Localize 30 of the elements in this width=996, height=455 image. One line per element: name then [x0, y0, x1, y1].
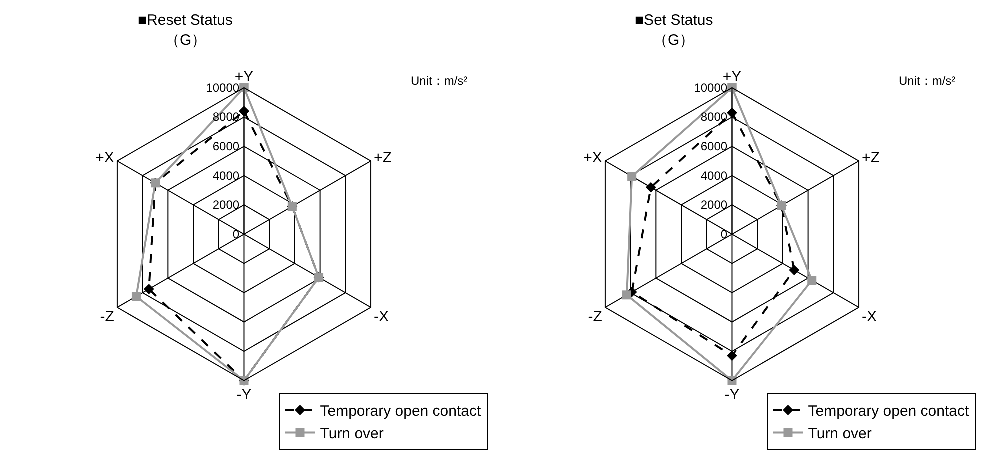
chart-title: ■Set Status [635, 12, 714, 29]
y-tick-label: 4000 [700, 168, 728, 183]
y-tick-label: 0 [232, 227, 240, 242]
spoke-label: -Z [588, 308, 602, 326]
y-tick-label: 4000 [212, 168, 240, 183]
spoke-label: -X [374, 308, 390, 326]
y-tick-label: 10000 [206, 80, 240, 95]
y-tick-label: 8000 [700, 110, 728, 124]
spoke-label: -Z [100, 308, 114, 326]
y-tick-label: 6000 [700, 139, 728, 154]
y-tick-label: 2000 [700, 198, 728, 212]
chart-subtitle: （G） [165, 32, 207, 49]
spoke-label: -X [862, 308, 878, 326]
y-tick-label: 6000 [212, 139, 240, 154]
chart-subtitle: （G） [653, 32, 695, 49]
text: Unit：m/s² [899, 74, 956, 88]
spoke-label: +X [96, 149, 114, 166]
legend-label: Temporary open contact [320, 403, 482, 420]
chart-title: ■Reset Status [138, 12, 233, 29]
y-tick-label: 10000 [694, 80, 728, 95]
spoke-label: -Y [236, 386, 252, 404]
legend-label: Temporary open contact [808, 403, 970, 420]
text: Unit：m/s² [411, 74, 468, 88]
legend-label: Turn over [320, 426, 384, 443]
legend-label: Turn over [808, 426, 872, 443]
spoke-label: +Z [862, 149, 880, 166]
spoke-label: +Z [374, 149, 392, 166]
y-tick-label: 2000 [212, 198, 240, 212]
spoke-label: +X [584, 149, 602, 166]
spoke-label: -Y [724, 386, 740, 404]
